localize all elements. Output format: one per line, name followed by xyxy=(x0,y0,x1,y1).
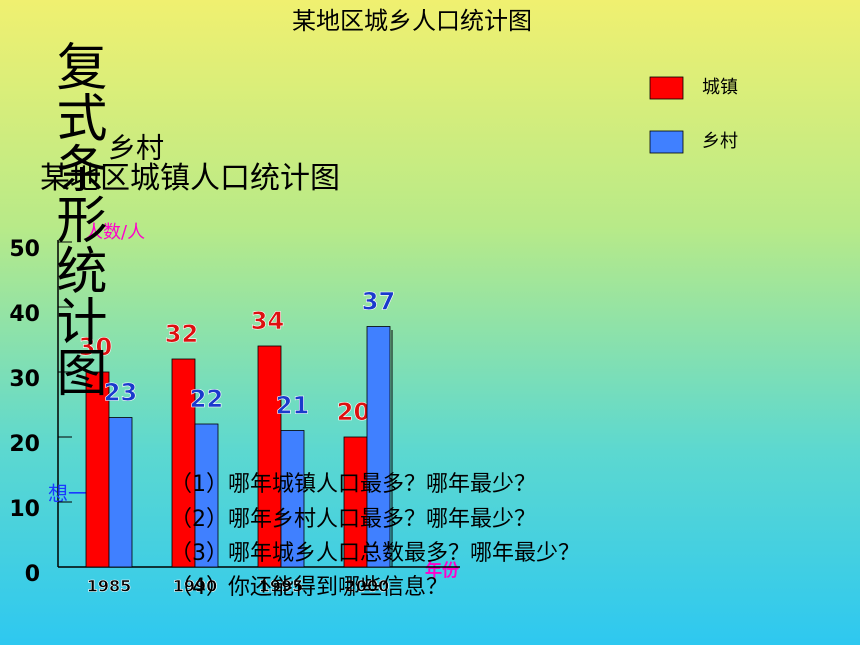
y-tick-label: 0 xyxy=(25,562,40,587)
question: （2）哪年乡村人口最多？哪年最少？ xyxy=(170,507,536,532)
y-tick-label: 20 xyxy=(9,432,40,457)
value-label: 34 xyxy=(251,307,284,335)
vertical-heading: 复式条形统计图 xyxy=(47,40,106,397)
subtitle: 某地区城镇人口统计图 xyxy=(40,161,340,196)
x-tick-label: 2000 xyxy=(345,577,390,596)
x-tick-label: 1995 xyxy=(259,577,304,596)
value-label: 30 xyxy=(79,333,112,361)
value-label: 20 xyxy=(337,398,370,426)
question: （4）你还能得到哪些信息？ xyxy=(170,575,448,600)
value-label: 32 xyxy=(165,320,198,348)
legend-swatch xyxy=(649,76,684,100)
legend-label: 乡村 xyxy=(702,131,738,152)
value-label: 21 xyxy=(276,392,309,420)
y-tick-label: 30 xyxy=(9,367,40,392)
question: （1）哪年城镇人口最多？哪年最少？ xyxy=(170,472,536,497)
chart-title: 某地区城乡人口统计图 xyxy=(292,7,532,35)
x-tick-label: 1985 xyxy=(87,577,132,596)
y-axis-label: 人数/人 xyxy=(85,222,145,243)
x-tick-label: 1990 xyxy=(173,577,218,596)
bar xyxy=(257,345,282,568)
value-label: 22 xyxy=(190,385,223,413)
legend-swatch xyxy=(649,130,684,154)
legend-label: 城镇 xyxy=(702,77,738,98)
question: （3）哪年城乡人口总数最多？哪年最少？ xyxy=(170,541,580,566)
y-tick-label: 10 xyxy=(9,497,40,522)
bar xyxy=(280,430,305,568)
y-tick-label: 50 xyxy=(9,237,40,262)
bar xyxy=(366,326,391,568)
x-axis-label: 年份 xyxy=(425,560,460,581)
bar xyxy=(108,417,133,568)
y-tick-label: 40 xyxy=(9,302,40,327)
value-label: 37 xyxy=(362,288,395,316)
bar xyxy=(194,423,219,568)
value-label: 23 xyxy=(104,379,137,407)
subtitle-fragment: 乡村 xyxy=(108,132,164,165)
